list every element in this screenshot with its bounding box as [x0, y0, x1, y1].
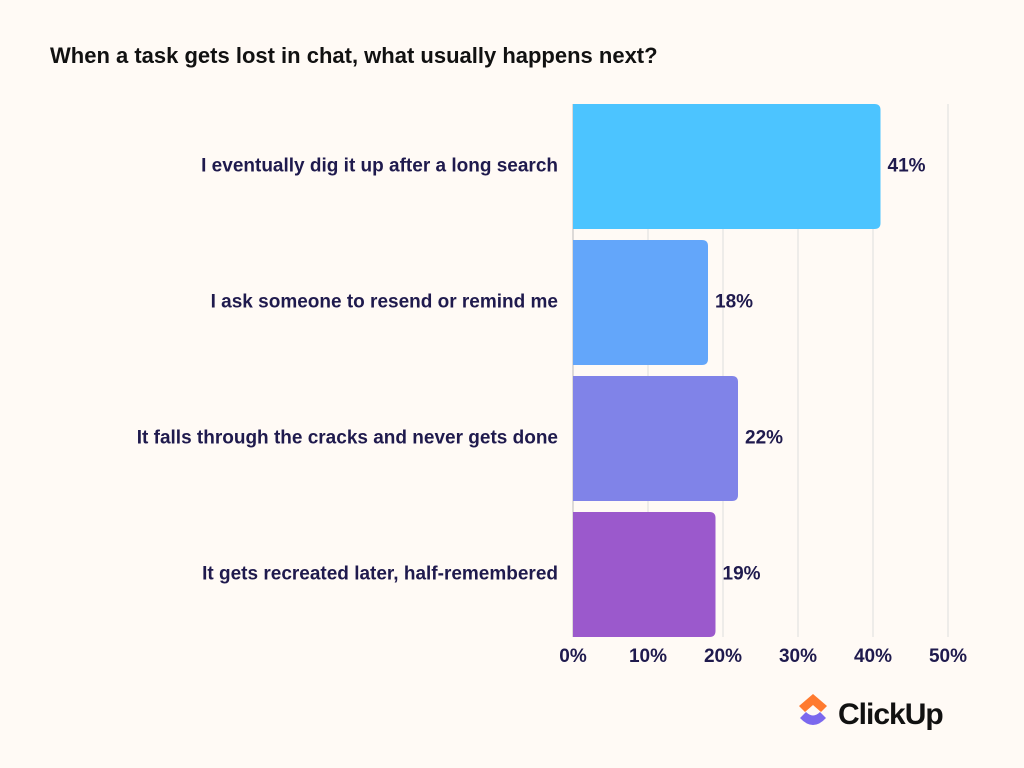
data-label: 41% — [888, 156, 926, 177]
logo-text: ClickUp — [838, 698, 943, 731]
y-tick-label: I eventually dig it up after a long sear… — [201, 156, 558, 177]
x-tick-label: 30% — [779, 646, 817, 667]
x-tick-label: 20% — [704, 646, 742, 667]
x-tick-label: 0% — [559, 646, 587, 667]
x-tick-label: 40% — [854, 646, 892, 667]
data-label: 19% — [723, 564, 761, 585]
bar — [573, 376, 738, 501]
y-tick-label: I ask someone to resend or remind me — [211, 292, 558, 313]
bar — [573, 512, 716, 637]
data-label: 18% — [715, 292, 753, 313]
data-label: 22% — [745, 428, 783, 449]
bar — [573, 240, 708, 365]
y-tick-label: It gets recreated later, half-remembered — [202, 564, 558, 585]
logo-icon — [799, 694, 827, 725]
x-tick-label: 10% — [629, 646, 667, 667]
y-tick-label: It falls through the cracks and never ge… — [137, 428, 558, 449]
bar — [573, 104, 881, 229]
x-tick-label: 50% — [929, 646, 967, 667]
chart-title: When a task gets lost in chat, what usua… — [50, 43, 658, 68]
